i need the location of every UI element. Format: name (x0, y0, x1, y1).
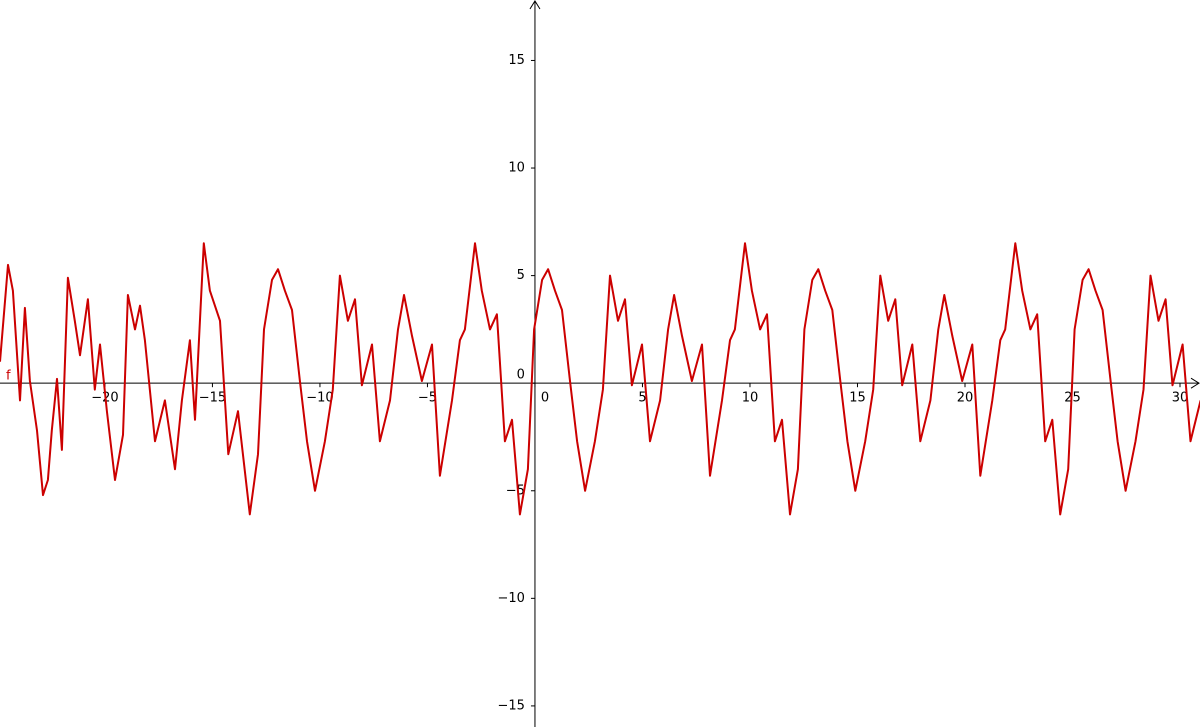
x-tick-label: 15 (849, 391, 866, 406)
x-tick-label: 5 (638, 391, 646, 406)
x-tick-label: 0 (541, 391, 549, 406)
x-tick-label: 25 (1064, 391, 1081, 406)
x-tick-label: 10 (742, 391, 759, 406)
x-tick-label: 20 (957, 391, 974, 406)
y-tick-label: 5 (517, 268, 525, 283)
x-tick-label: −15 (199, 391, 226, 406)
x-axis-arrow (1190, 377, 1200, 389)
y-tick-label: −10 (498, 591, 525, 606)
x-tick-label: −5 (418, 391, 437, 406)
y-axis-arrow (529, 0, 541, 10)
y-tick-label: −5 (506, 483, 525, 498)
x-tick-label: 30 (1172, 391, 1189, 406)
y-tick-label: −15 (498, 698, 525, 713)
plot-area (0, 242, 1200, 516)
y-tick-label: 0 (517, 368, 525, 383)
function-label: f (6, 369, 11, 384)
function-curve (0, 242, 1200, 516)
x-tick-label: −10 (306, 391, 333, 406)
y-tick-label: 10 (508, 161, 525, 176)
y-tick-label: 15 (508, 53, 525, 68)
